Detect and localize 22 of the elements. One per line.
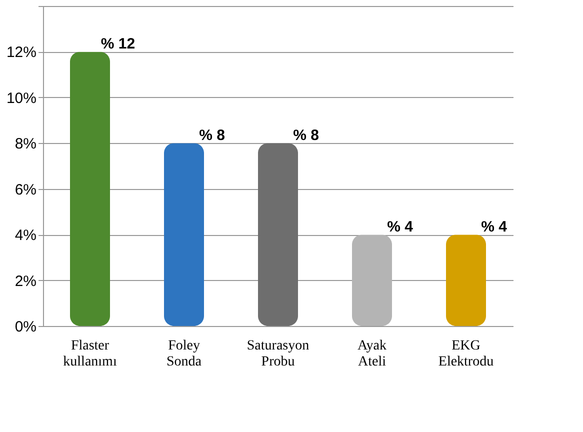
data-label: % 4 [481, 218, 508, 236]
y-tick-label: 10% [6, 90, 36, 107]
x-tick-label: Foley Sonda [166, 338, 202, 370]
data-label: % 8 [199, 127, 225, 144]
bar [70, 52, 110, 326]
bar [258, 143, 298, 326]
bar [352, 234, 392, 326]
x-tick-label: EKG Elektrodu [438, 338, 494, 370]
y-tick-label: 0% [14, 318, 36, 336]
y-tick-label: 12% [6, 44, 36, 62]
data-label: % 8 [293, 127, 319, 144]
x-tick-label: Flaster kullanımı [63, 338, 117, 370]
y-tick-label: 8% [14, 136, 36, 153]
y-tick-label: 4% [14, 227, 36, 244]
y-tick-label: 6% [14, 181, 36, 198]
data-label: % 4 [387, 218, 414, 236]
y-tick-label: 2% [14, 272, 36, 290]
x-tick-label: Ayak Ateli [357, 338, 387, 370]
bar [446, 234, 486, 326]
x-tick-label: Saturasyon Probu [246, 338, 310, 370]
data-label: % 12 [100, 36, 136, 53]
bar [164, 143, 204, 326]
